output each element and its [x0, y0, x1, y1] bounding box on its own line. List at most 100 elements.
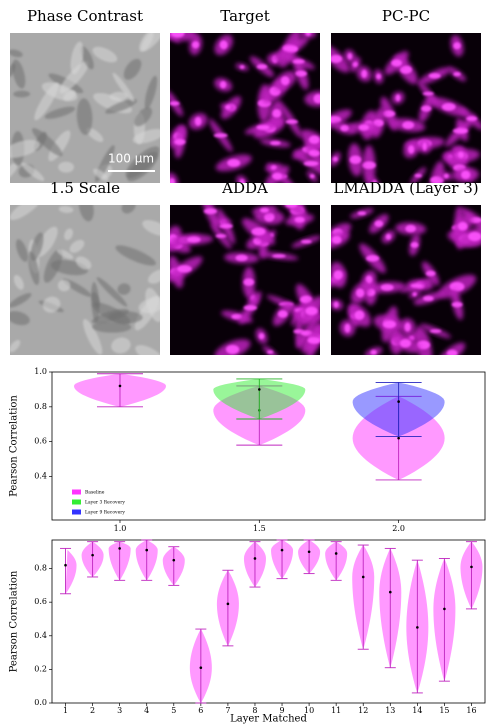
nucleus — [331, 54, 343, 63]
nucleus — [308, 135, 320, 144]
cell — [80, 46, 94, 70]
nucleus — [422, 91, 434, 96]
median-dot — [199, 666, 203, 670]
cell — [78, 205, 94, 222]
cell — [111, 337, 131, 354]
nucleus — [453, 71, 461, 77]
nucleus — [243, 305, 258, 311]
panel-title: PC-PC — [382, 7, 430, 25]
nucleus — [258, 332, 265, 340]
nucleus — [227, 158, 241, 167]
cell — [58, 205, 74, 214]
nucleus — [331, 235, 342, 244]
nucleus — [239, 65, 245, 69]
nucleus — [362, 161, 376, 170]
y-axis-label: Pearson Correlation — [9, 570, 20, 672]
cell — [141, 33, 160, 52]
x-tick-label: 11 — [331, 706, 341, 715]
cell — [144, 75, 158, 110]
x-tick-label: 15 — [439, 706, 449, 715]
nucleus — [294, 216, 305, 223]
nucleus — [225, 105, 231, 110]
median-dot — [118, 384, 122, 388]
median-dot — [258, 388, 261, 391]
nucleus — [429, 329, 442, 333]
nucleus — [355, 288, 365, 298]
median-dot — [118, 547, 121, 550]
nucleus — [269, 140, 281, 146]
y-tick-label: 1.0 — [34, 367, 47, 376]
nucleus — [352, 61, 358, 68]
median-dot — [172, 558, 176, 562]
cell — [48, 130, 71, 162]
nucleus — [457, 221, 468, 231]
nucleus — [305, 33, 311, 37]
nucleus — [452, 128, 468, 134]
cell — [96, 277, 128, 307]
nucleus — [170, 101, 180, 106]
cell — [10, 293, 32, 308]
nucleus — [270, 165, 277, 171]
median-dot — [64, 563, 67, 567]
nucleus — [256, 124, 270, 130]
cell — [123, 58, 142, 80]
microscopy-image — [170, 33, 320, 183]
legend-label: Baseline — [85, 490, 105, 496]
nucleus — [441, 102, 456, 111]
nucleus — [194, 116, 202, 126]
nucleus — [187, 236, 201, 243]
median-dot — [334, 552, 338, 555]
nucleus — [468, 231, 481, 242]
cell — [59, 60, 89, 94]
nucleus — [266, 350, 274, 354]
nucleus — [283, 45, 298, 53]
panel-title: Phase Contrast — [27, 7, 143, 25]
cell — [83, 318, 103, 355]
cell — [13, 275, 24, 290]
cell — [109, 91, 128, 101]
nucleus — [414, 173, 423, 178]
median-dot — [361, 575, 365, 579]
nucleus — [177, 265, 192, 273]
cell — [44, 106, 76, 119]
nucleus — [391, 59, 403, 67]
nucleus — [313, 94, 320, 104]
median-dot — [145, 548, 149, 552]
nucleus — [307, 337, 320, 344]
nucleus — [251, 227, 266, 236]
cell — [10, 205, 41, 220]
cell — [10, 311, 30, 326]
median-dot — [397, 400, 400, 403]
cell — [75, 256, 92, 270]
cell — [142, 220, 160, 236]
microscopy-image — [331, 33, 481, 183]
nucleus — [354, 310, 365, 320]
microscopy-image — [10, 33, 160, 183]
nucleus — [376, 73, 382, 80]
nucleus — [277, 310, 288, 318]
median-dot — [443, 607, 446, 611]
nucleus — [449, 281, 465, 292]
panel-title: Target — [220, 7, 269, 25]
nucleus — [404, 322, 411, 332]
nucleus — [457, 151, 465, 159]
panel-title: 1.5 Scale — [50, 179, 120, 197]
cell — [92, 321, 132, 333]
cell — [76, 98, 93, 135]
nucleus — [331, 115, 342, 124]
nucleus — [344, 323, 351, 333]
cell — [62, 278, 92, 297]
nucleus — [235, 254, 248, 262]
nucleus — [422, 142, 427, 151]
y-tick-label: 0.0 — [34, 698, 47, 707]
nucleus — [300, 239, 312, 244]
nucleus — [382, 110, 396, 118]
nucleus — [349, 155, 362, 165]
cell — [69, 239, 85, 253]
nucleus — [402, 121, 415, 129]
nucleus — [170, 178, 175, 183]
nucleus — [365, 254, 380, 262]
nucleus — [305, 306, 318, 316]
cell — [58, 161, 74, 173]
nucleus — [272, 254, 286, 258]
